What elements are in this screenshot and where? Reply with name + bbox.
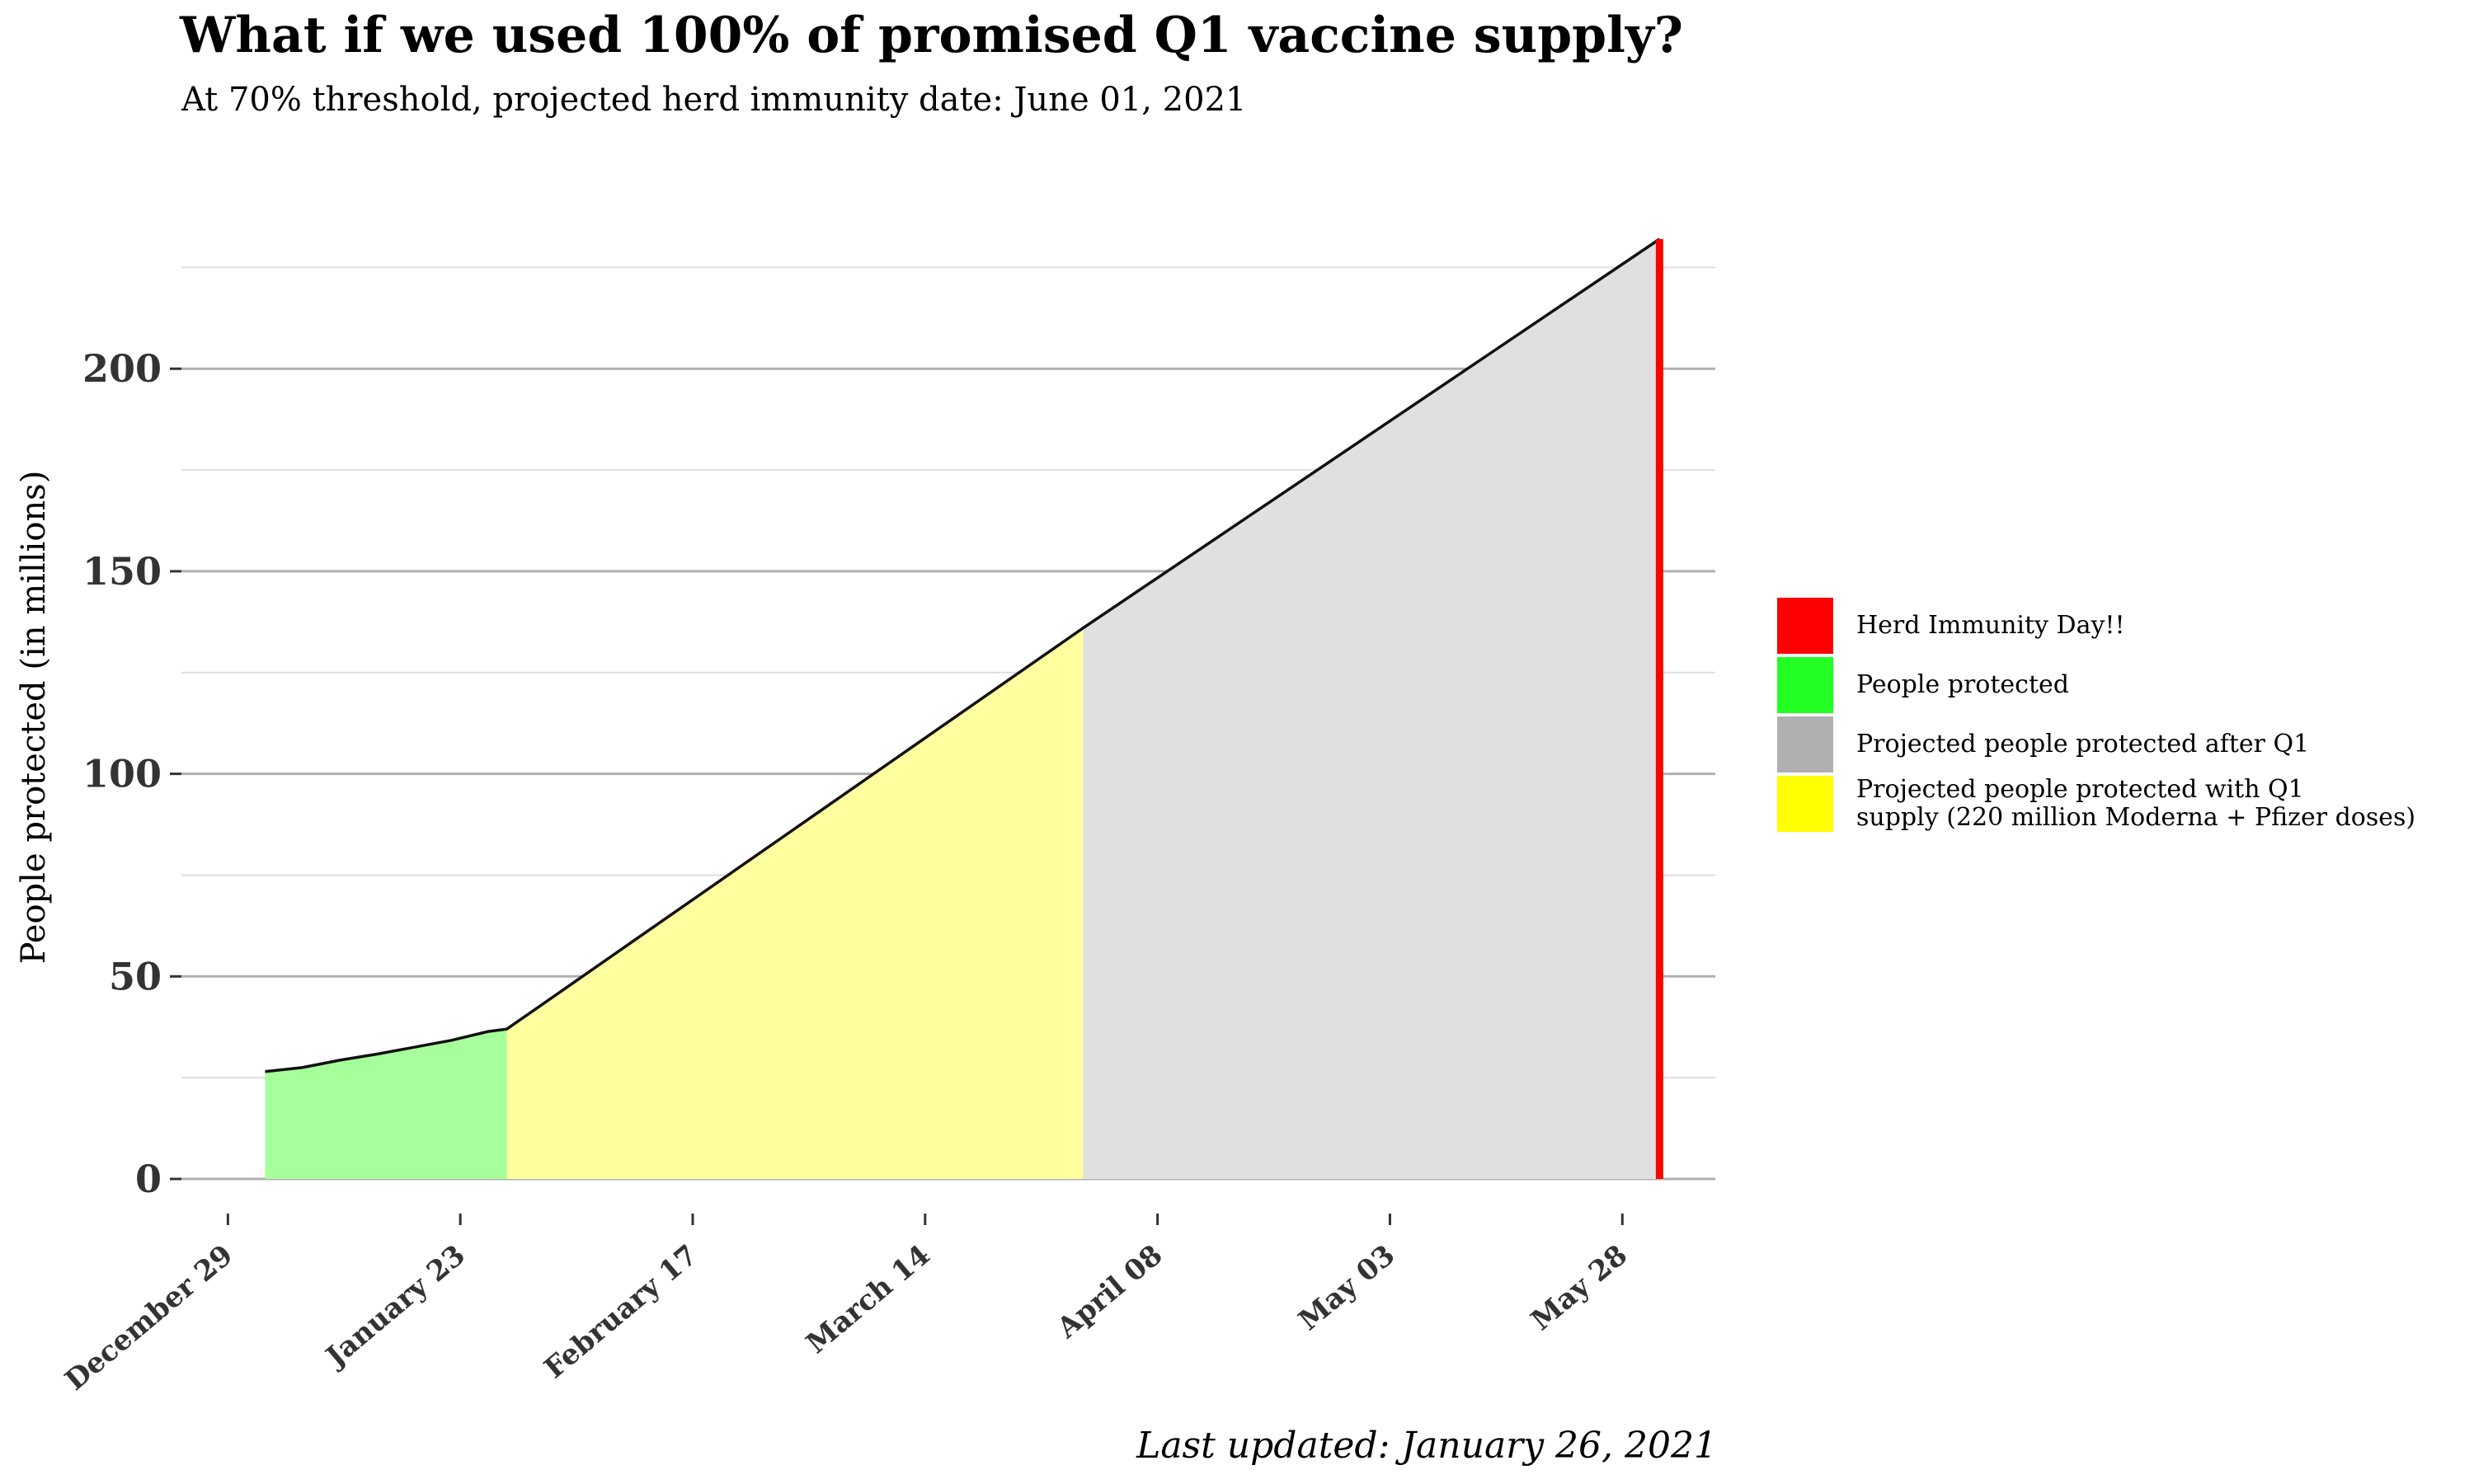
legend-key xyxy=(1777,598,1833,654)
y-tick-label: 50 xyxy=(109,954,162,998)
y-tick-label: 200 xyxy=(82,346,162,391)
legend-label: People protected xyxy=(1856,670,2069,699)
legend-label: Herd Immunity Day!! xyxy=(1856,611,2125,640)
legend-item: Herd Immunity Day!! xyxy=(1777,598,2415,654)
x-tick-label: April 08 xyxy=(1051,1238,1169,1345)
y-tick-label: 0 xyxy=(135,1157,162,1201)
x-tick-label: December 29 xyxy=(59,1238,239,1397)
legend-key xyxy=(1777,776,1833,832)
projected-q1-area xyxy=(506,627,1084,1179)
chart-subtitle: At 70% threshold, projected herd immunit… xyxy=(181,81,1247,119)
legend-key xyxy=(1777,716,1833,773)
legend-item: People protected xyxy=(1777,657,2415,713)
x-tick-label: March 14 xyxy=(800,1238,936,1360)
y-axis-label: People protected (in millions) xyxy=(15,471,53,965)
legend-item: Projected people protected after Q1 xyxy=(1777,716,2415,773)
line-layer xyxy=(265,237,1663,1179)
x-tick-label: May 03 xyxy=(1292,1238,1401,1337)
protected-trend-line xyxy=(265,237,1661,1073)
caption: Last updated: January 26, 2021 xyxy=(1136,1425,1717,1467)
area-layer xyxy=(265,239,1660,1179)
legend-label: Projected people protected with Q1 suppl… xyxy=(1856,775,2416,832)
people-protected-area xyxy=(265,1029,507,1179)
legend-key xyxy=(1777,657,1833,713)
x-tick-label: May 28 xyxy=(1525,1238,1634,1337)
x-tick-label: February 17 xyxy=(539,1238,704,1385)
y-tick-label: 100 xyxy=(82,752,162,796)
legend-label: Projected people protected after Q1 xyxy=(1856,730,2310,758)
y-tick-label: 150 xyxy=(82,549,162,594)
x-tick-label: January 23 xyxy=(318,1238,472,1374)
legend: Herd Immunity Day!! People protected Proje… xyxy=(1777,598,2415,835)
chart-title: What if we used 100% of promised Q1 vacc… xyxy=(180,7,1683,64)
projected-after-q1-area xyxy=(1083,239,1660,1179)
legend-item: Projected people protected with Q1 suppl… xyxy=(1777,776,2415,832)
